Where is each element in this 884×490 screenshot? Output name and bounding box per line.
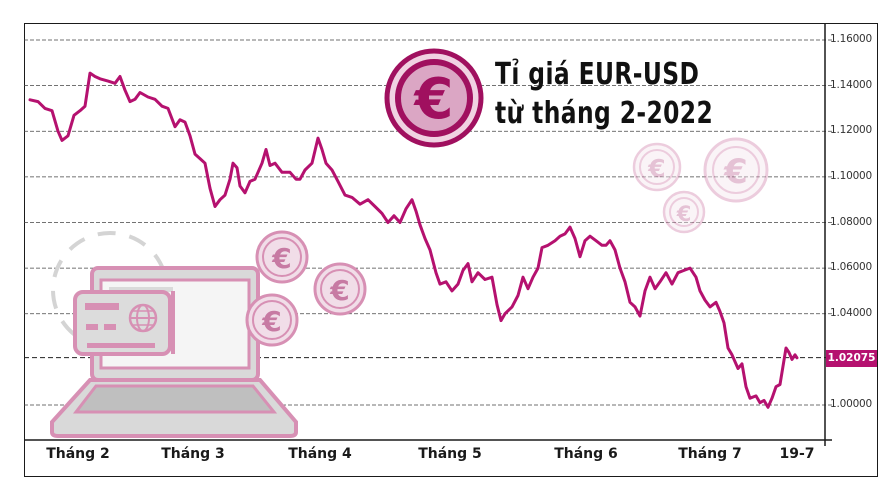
euro-coin-icon: € xyxy=(384,48,484,148)
title-line-2: từ tháng 2-2022 xyxy=(495,96,714,131)
faded-coin-icon: € xyxy=(662,190,706,234)
y-tick-label: 1.04000 xyxy=(830,306,873,319)
chart-frame xyxy=(24,23,878,477)
x-tick-label: Tháng 7 xyxy=(678,446,742,462)
y-tick-label: 1.16000 xyxy=(830,33,873,45)
y-tick-label: 1.10000 xyxy=(830,169,873,182)
x-tick-label: Tháng 4 xyxy=(288,446,352,462)
y-tick-label: 1.08000 xyxy=(830,215,873,228)
y-tick-label: 1.12000 xyxy=(830,124,873,137)
coin-icon: € xyxy=(313,262,367,316)
coin-icon: € xyxy=(245,293,299,347)
current-price-badge: 1.02075 xyxy=(826,349,877,367)
x-tick-label: Tháng 6 xyxy=(554,446,618,462)
svg-text:€: € xyxy=(647,154,665,183)
svg-text:€: € xyxy=(676,202,692,226)
svg-text:€: € xyxy=(271,242,291,275)
svg-text:€: € xyxy=(413,67,454,132)
faded-coin-icon: € xyxy=(632,142,682,192)
y-tick-label: 1.00000 xyxy=(830,398,873,410)
svg-text:€: € xyxy=(723,152,748,192)
x-tick-label: 19-7 xyxy=(779,446,815,462)
svg-text:€: € xyxy=(261,305,281,338)
svg-text:€: € xyxy=(329,274,349,307)
x-tick-label: Tháng 2 xyxy=(46,446,110,462)
chart-title: Tỉ giá EUR-USD từ tháng 2-2022 xyxy=(495,55,713,133)
title-line-1: Tỉ giá EUR-USD xyxy=(495,57,700,92)
eur-usd-line xyxy=(28,71,799,409)
faded-coin-icon: € xyxy=(703,137,769,203)
y-tick-label: 1.14000 xyxy=(830,78,873,91)
coin-icon: € xyxy=(255,230,309,284)
y-tick-label: 1.06000 xyxy=(830,261,873,274)
x-tick-label: Tháng 3 xyxy=(161,446,225,462)
laptop-illustration xyxy=(50,231,298,438)
x-tick-label: Tháng 5 xyxy=(418,446,482,462)
